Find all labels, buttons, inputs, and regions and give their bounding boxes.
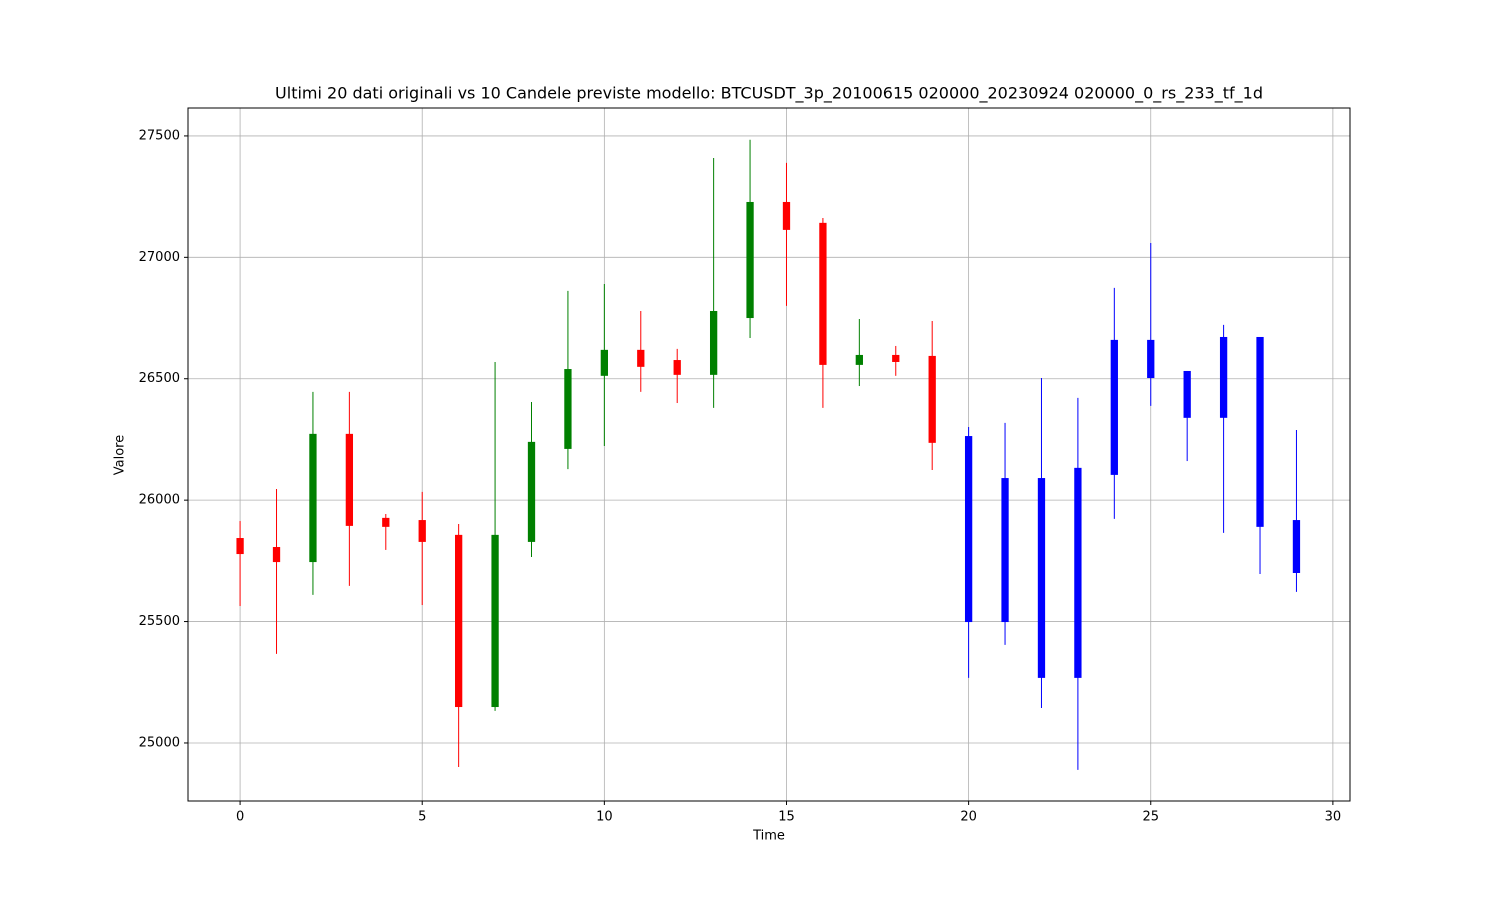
candle-body [491,534,499,708]
candle-body [637,349,645,367]
candle-body [1183,370,1191,418]
candle-body [673,360,681,375]
y-tick-label: 26500 [139,371,180,386]
chart-title: Ultimi 20 dati originali vs 10 Candele p… [275,84,1263,104]
x-tick-label: 5 [418,810,426,825]
candle-body [1110,339,1118,475]
candle-body [928,355,936,443]
candle-body [309,433,317,563]
candle-body [892,354,900,362]
x-tick-label: 30 [1325,810,1342,825]
x-tick-label: 15 [778,810,795,825]
x-tick-label: 10 [596,810,613,825]
candle-body [236,538,244,555]
candle-body [345,433,354,526]
candle-body [1037,478,1046,678]
candle-body [1256,336,1264,527]
x-tick-label: 0 [236,810,244,825]
y-tick-label: 26000 [139,493,180,508]
y-tick-label: 27000 [139,250,180,265]
x-tick-label: 25 [1142,810,1159,825]
x-axis-label: Time [752,829,785,844]
y-axis-label: Valore [113,435,128,475]
candle-body [600,349,608,376]
candle-body [1292,520,1301,573]
candle-body [855,354,863,365]
candle-body [782,201,791,230]
candle-body [1074,467,1082,678]
y-tick-label: 27500 [139,128,180,143]
candle-body [964,436,973,623]
candle-body [1219,336,1228,418]
y-tick-label: 25000 [139,735,180,750]
candle-body [1147,339,1155,379]
candle-body [819,222,827,365]
candle-body [382,517,390,527]
plot-frame [187,107,1351,802]
candle-body [418,520,426,542]
x-tick-label: 20 [960,810,977,825]
y-tick-label: 25500 [139,614,180,629]
candle-body [746,201,754,319]
candle-body [1001,478,1009,623]
candle-body [564,369,572,449]
candle-body [272,547,281,563]
candle-body [709,310,718,375]
candle-body [455,534,463,708]
candle-body [527,441,536,542]
